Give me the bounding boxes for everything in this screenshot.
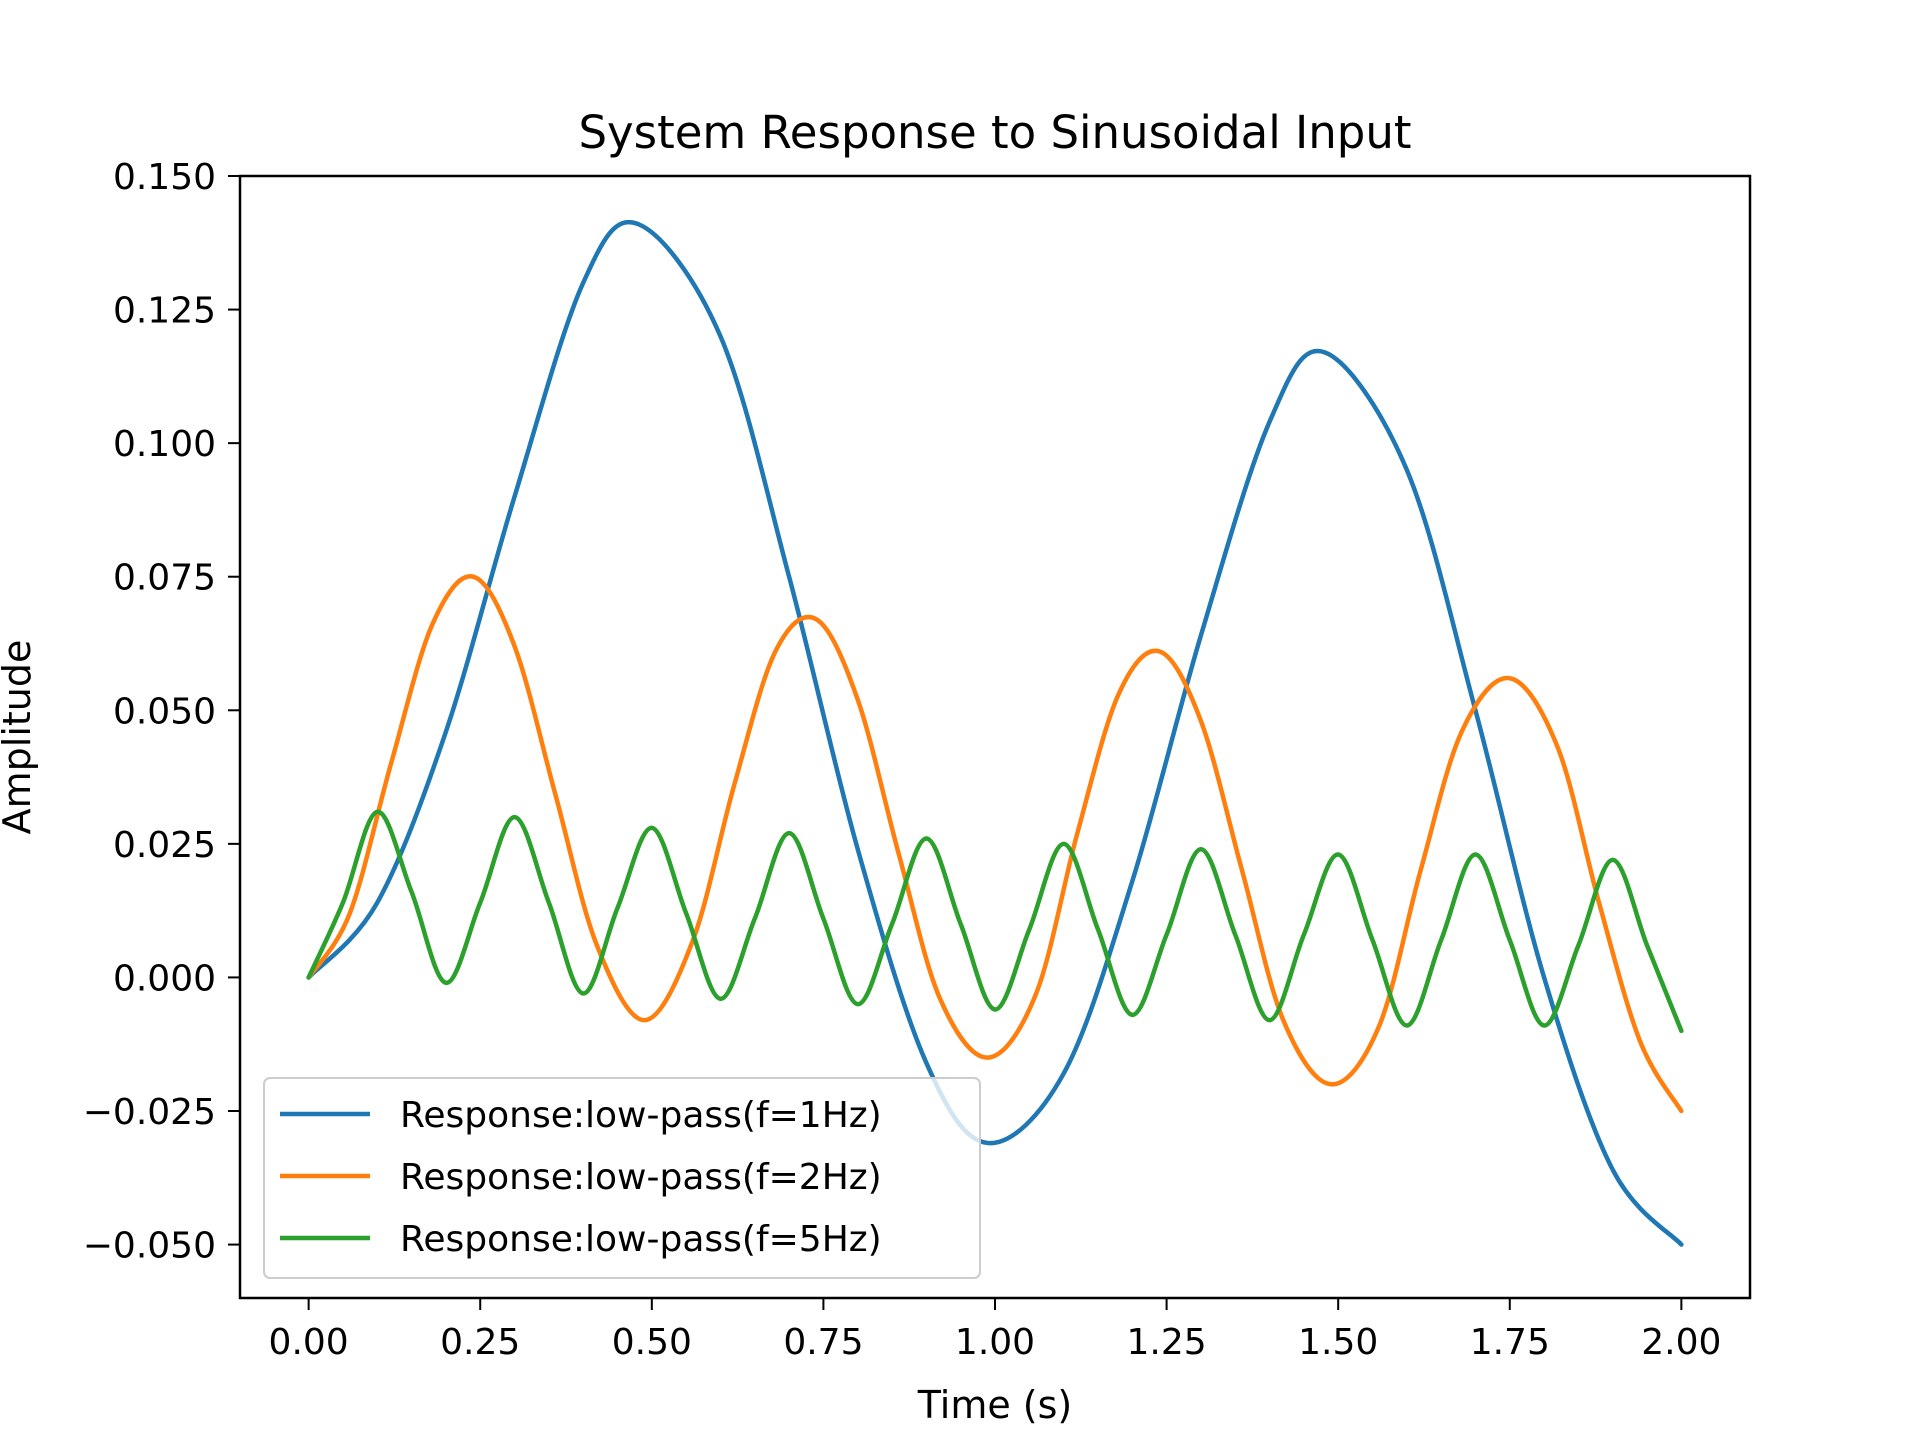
x-tick-label: 1.50 [1298,1322,1378,1363]
y-tick-label: 0.100 [113,424,216,465]
chart-title: System Response to Sinusoidal Input [578,106,1411,159]
legend-label: Response:low-pass(f=1Hz) [400,1095,882,1136]
legend-label: Response:low-pass(f=2Hz) [400,1157,882,1198]
y-tick-label: 0.150 [113,157,216,198]
series-line-2 [306,574,1684,1114]
legend-box [263,1077,981,1279]
x-tick-label: 0.25 [440,1322,520,1363]
legend-item[interactable]: Response:low-pass(f=2Hz) [280,1157,882,1198]
y-tick-label: 0.000 [113,958,216,999]
y-axis-label: Amplitude [0,640,39,835]
y-tick-label: 0.025 [113,825,216,866]
x-tick-label: 2.00 [1641,1322,1721,1363]
x-tick-label: 0.00 [269,1322,349,1363]
x-tick-label: 1.75 [1470,1322,1550,1363]
legend[interactable]: Response:low-pass(f=1Hz) Response:low-pas… [263,1077,981,1279]
legend-item[interactable]: Response:low-pass(f=1Hz) [280,1095,882,1136]
y-tick-label: 0.050 [113,691,216,732]
x-axis: 0.00 0.25 0.50 0.75 1.00 1.25 1.50 1.75 2.00 [269,1298,1721,1363]
plot-frame [238,174,1752,1300]
y-tick-label: 0.125 [113,291,216,332]
x-axis-label: Time (s) [917,1383,1073,1427]
y-tick-label: −0.050 [83,1226,216,1267]
series-line-1 [306,220,1684,1247]
x-tick-label: 0.75 [783,1322,863,1363]
series-layer [306,220,1684,1247]
y-tick-label: −0.025 [83,1092,216,1133]
x-tick-label: 0.50 [612,1322,692,1363]
series-line-3 [306,809,1684,1034]
x-tick-label: 1.25 [1127,1322,1207,1363]
legend-item[interactable]: Response:low-pass(f=5Hz) [280,1219,882,1260]
x-tick-label: 1.00 [955,1322,1035,1363]
y-axis: −0.050 −0.025 0.000 0.025 0.050 0.075 0.100 0.1… [83,157,240,1267]
legend-label: Response:low-pass(f=5Hz) [400,1219,882,1260]
y-tick-label: 0.075 [113,558,216,599]
